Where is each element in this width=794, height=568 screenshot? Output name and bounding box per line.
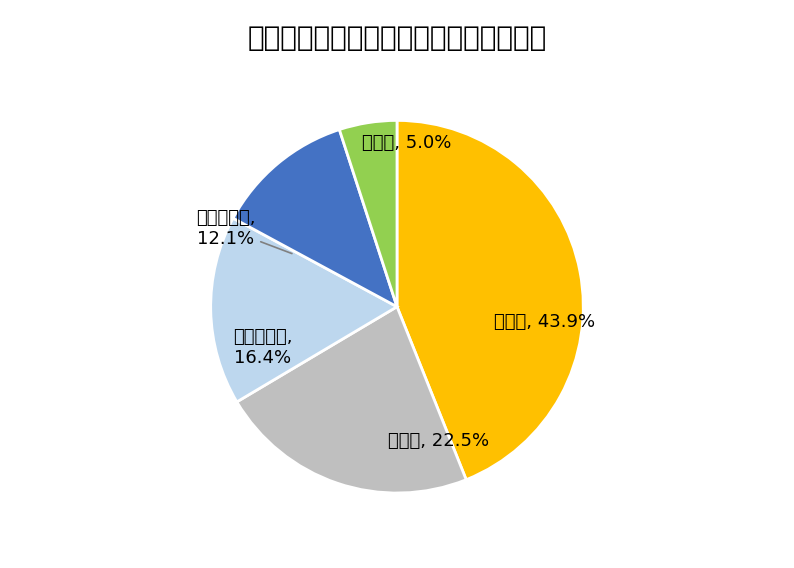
Wedge shape — [210, 218, 397, 402]
Wedge shape — [233, 130, 397, 307]
Text: 建設業, 22.5%: 建設業, 22.5% — [387, 432, 489, 450]
Text: サービス業,
12.1%: サービス業, 12.1% — [196, 209, 292, 253]
Wedge shape — [339, 120, 397, 307]
Text: 製造業, 43.9%: 製造業, 43.9% — [494, 312, 595, 331]
Title: 応用課程　業種別就職率（令和５年度）: 応用課程 業種別就職率（令和５年度） — [248, 24, 546, 52]
Text: 情報通信業,
16.4%: 情報通信業, 16.4% — [233, 328, 293, 367]
Wedge shape — [397, 120, 584, 480]
Wedge shape — [237, 307, 466, 493]
Text: その他, 5.0%: その他, 5.0% — [361, 134, 451, 152]
